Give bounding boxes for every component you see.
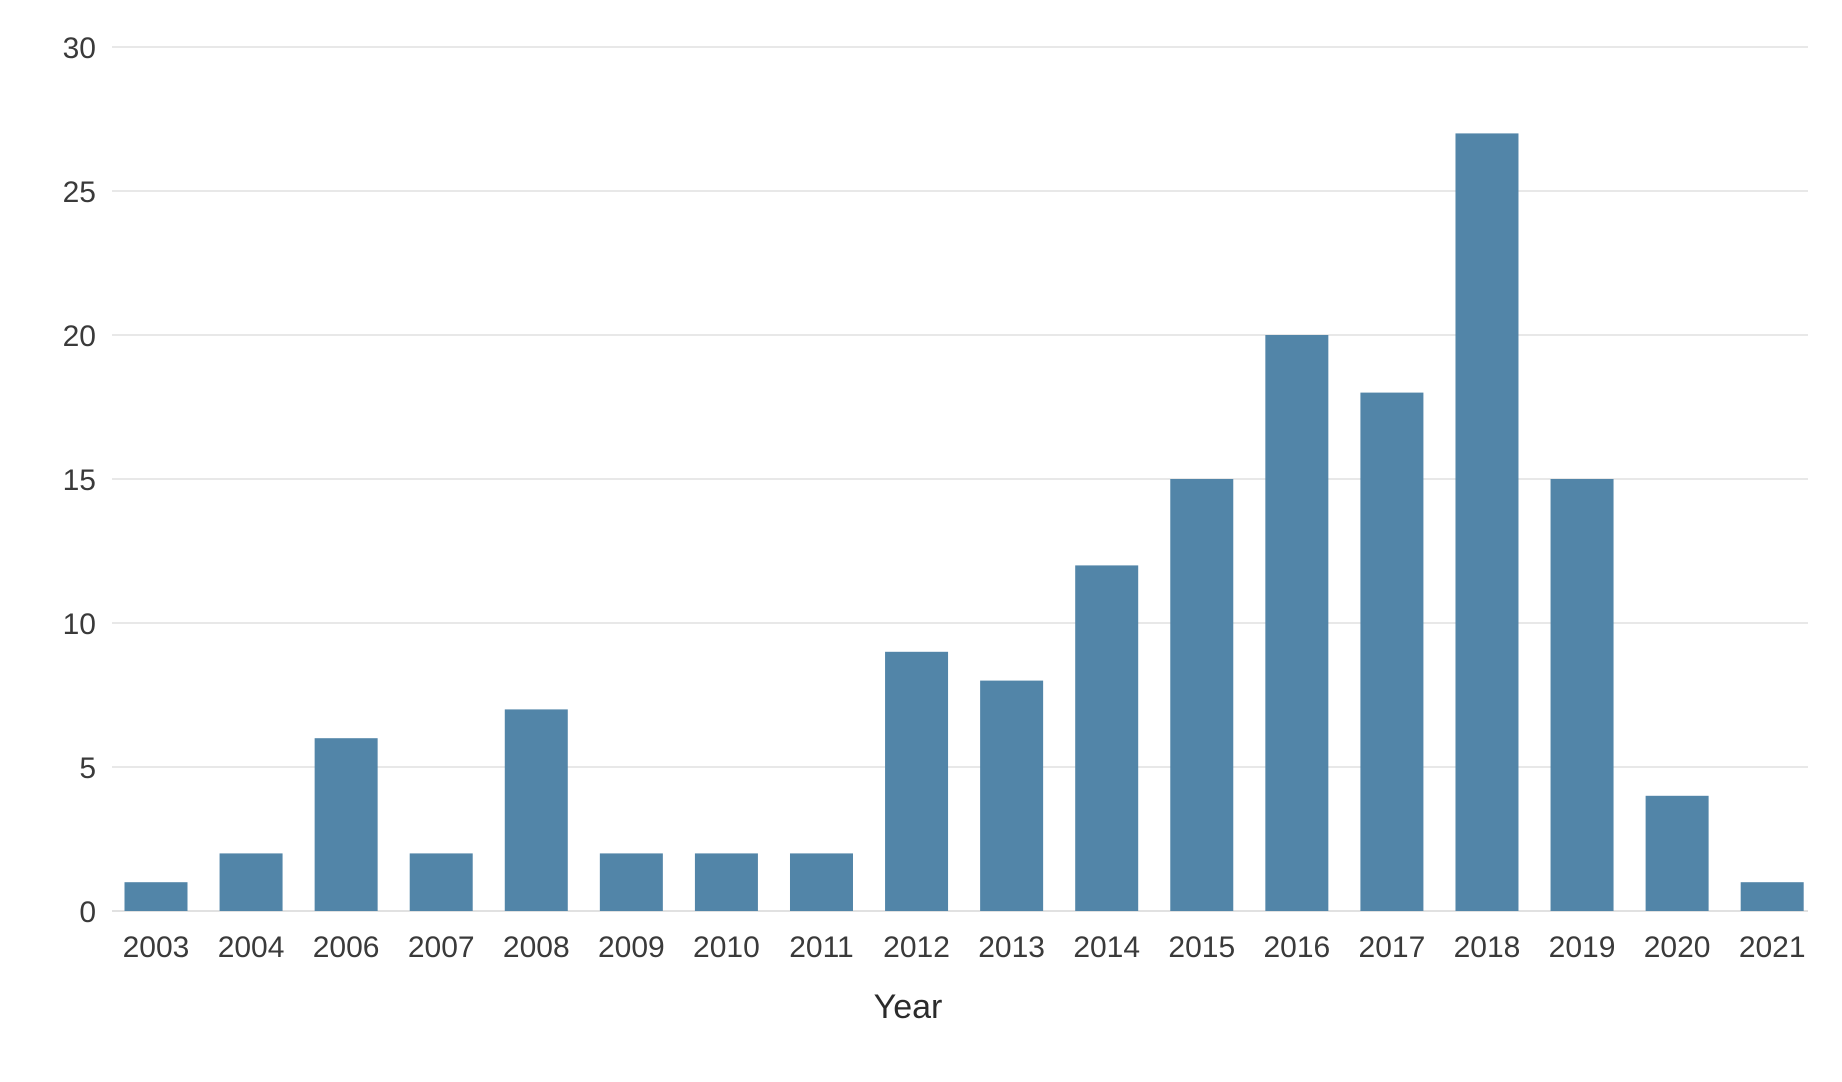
y-tick-label: 0: [79, 896, 96, 929]
y-tick-label: 5: [79, 752, 96, 785]
bar: [504, 709, 568, 911]
bar: [885, 651, 949, 911]
x-tick-label: 2021: [1739, 931, 1806, 964]
y-tick-label: 10: [63, 608, 96, 641]
x-tick-label: 2019: [1549, 931, 1616, 964]
bar: [1360, 392, 1424, 912]
bar: [314, 738, 378, 911]
gridlines: [112, 46, 1808, 912]
y-tick-label: 15: [63, 464, 96, 497]
x-tick-label: 2014: [1073, 931, 1140, 964]
x-tick-label: 2009: [598, 931, 665, 964]
y-tick-label: 20: [63, 320, 96, 353]
bar: [1550, 479, 1614, 911]
bar: [1075, 565, 1139, 911]
x-tick-label: 2016: [1263, 931, 1330, 964]
x-tick-label: 2010: [693, 931, 760, 964]
x-tick-label: 2020: [1644, 931, 1711, 964]
bar: [1455, 133, 1519, 911]
x-tick-label: 2007: [408, 931, 475, 964]
bar: [599, 853, 663, 911]
bar: [219, 853, 283, 911]
x-tick-label: 2004: [218, 931, 285, 964]
x-tick-label: 2018: [1454, 931, 1521, 964]
x-tick-label: 2012: [883, 931, 950, 964]
bar: [409, 853, 473, 911]
x-tick-label: 2008: [503, 931, 570, 964]
y-axis-tick-labels: 0 5 10 15 20 25 30: [63, 32, 96, 929]
y-tick-label: 25: [63, 176, 96, 209]
y-tick-label: 30: [63, 32, 96, 65]
x-tick-label: 2011: [789, 931, 854, 964]
x-axis-tick-labels: 2003 2004 2006 2007 2008 2009 2010 2011 2012 2013…: [123, 931, 1806, 964]
bar: [789, 853, 853, 911]
x-tick-label: 2006: [313, 931, 380, 964]
bar: [1740, 882, 1804, 911]
x-axis-title: Year: [874, 988, 943, 1026]
x-tick-label: 2015: [1168, 931, 1235, 964]
bar: [694, 853, 758, 911]
bar: [980, 680, 1044, 911]
bars: [124, 133, 1804, 912]
x-tick-label: 2013: [978, 931, 1045, 964]
x-tick-label: 2003: [123, 931, 190, 964]
bar: [1265, 335, 1329, 911]
bar: [124, 882, 188, 911]
x-tick-label: 2017: [1359, 931, 1426, 964]
bar: [1170, 479, 1234, 911]
bar: [1645, 795, 1709, 911]
